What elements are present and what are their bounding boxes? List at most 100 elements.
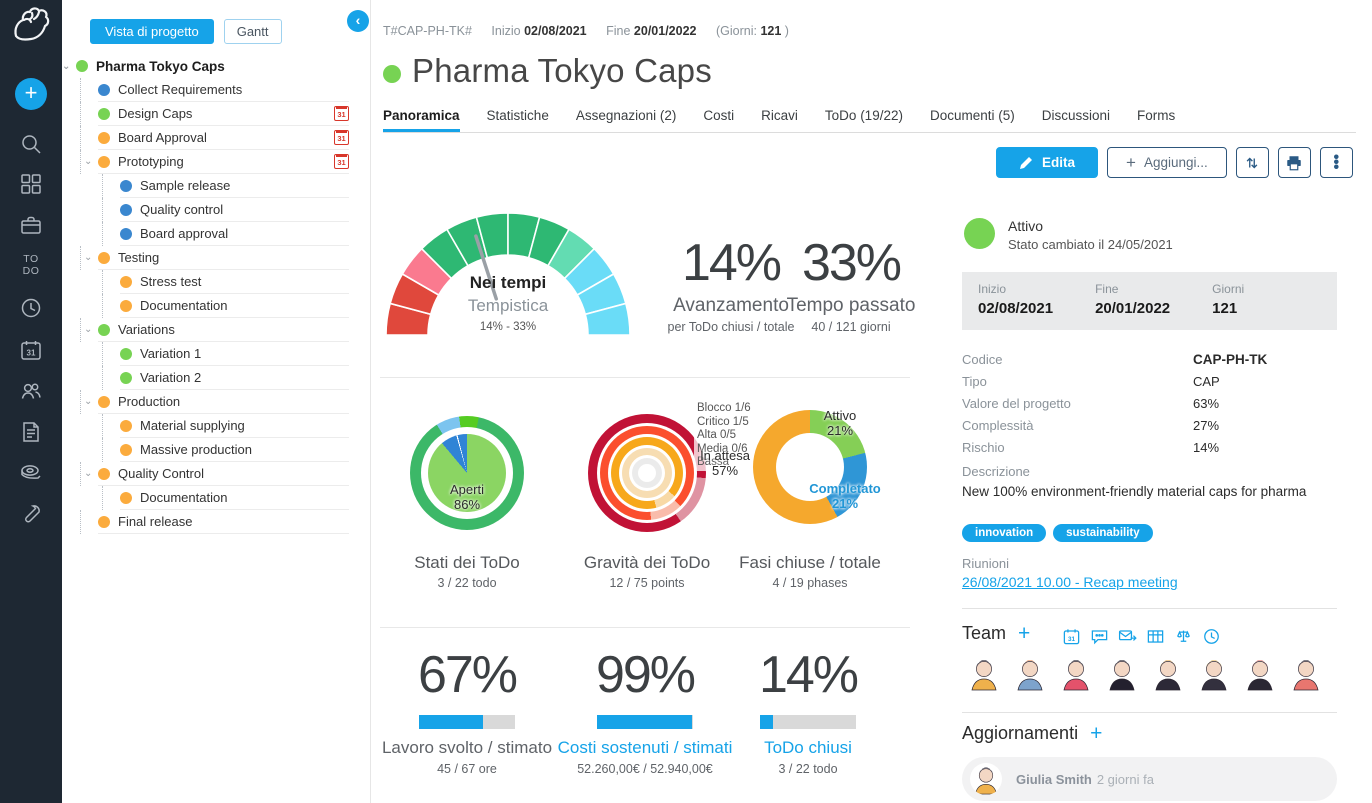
dashboard-icon[interactable] xyxy=(0,172,62,196)
tree-item-quality-control[interactable]: Quality control xyxy=(62,198,371,222)
chevron-down-icon[interactable]: ⌄ xyxy=(84,252,93,263)
tape-icon[interactable] xyxy=(0,461,62,485)
tab-costi[interactable]: Costi xyxy=(703,108,735,123)
days-prefix: (Giorni: xyxy=(715,24,757,38)
project-view-button[interactable]: Vista di progetto xyxy=(90,19,214,44)
tree-item-stress-test[interactable]: Stress test xyxy=(62,270,371,294)
tree-item-label: Variations xyxy=(118,322,175,337)
users-icon[interactable] xyxy=(0,379,62,403)
edit-button[interactable]: Edita xyxy=(996,147,1099,178)
tree-item-documentation[interactable]: Documentation xyxy=(62,294,371,318)
table-icon[interactable] xyxy=(1146,627,1165,651)
left-icon-rail: + TO DO 31 xyxy=(0,0,62,803)
team-member-avatar-2[interactable] xyxy=(1058,655,1094,691)
gauge-range: 14% - 33% xyxy=(479,321,537,333)
update-entry[interactable]: Giulia Smith 2 giorni fa xyxy=(962,757,1337,801)
tab-panoramica[interactable]: Panoramica xyxy=(383,100,460,132)
kebab-menu-icon: • • • xyxy=(1333,149,1340,176)
chevron-down-icon[interactable]: ⌄ xyxy=(62,60,71,72)
progress-bar xyxy=(760,715,856,729)
tab-statistiche[interactable]: Statistiche xyxy=(486,108,549,123)
plus-icon[interactable]: + xyxy=(0,78,62,110)
tree-item-label: Documentation xyxy=(140,298,228,313)
tree-item-board-approval[interactable]: Board Approval 31 xyxy=(62,126,371,150)
status-bullet xyxy=(98,467,110,480)
tree-item-sample-release[interactable]: Sample release xyxy=(62,174,371,198)
tree-item-production[interactable]: ⌄ Production xyxy=(62,390,371,414)
briefcase-icon[interactable] xyxy=(0,213,62,237)
tree-item-material-supplying[interactable]: Material supplying xyxy=(62,414,371,438)
chat-icon[interactable] xyxy=(1090,627,1109,651)
team-add-button[interactable]: + xyxy=(1018,622,1031,645)
more-options-button[interactable]: • • • xyxy=(1319,147,1353,178)
tab-ricavi[interactable]: Ricavi xyxy=(761,108,798,123)
team-member-avatar-5[interactable] xyxy=(1196,655,1232,691)
tree-item-collect-requirements[interactable]: Collect Requirements xyxy=(62,78,371,102)
collapse-panel-button[interactable]: ‹ xyxy=(347,10,369,32)
plus-icon: + xyxy=(1126,152,1136,172)
tab-discussioni[interactable]: Discussioni xyxy=(1041,108,1111,123)
document-icon[interactable] xyxy=(0,420,62,444)
calendar31-icon[interactable]: 31 xyxy=(0,338,62,362)
tree-item-pharma-tokyo-caps[interactable]: ⌄ Pharma Tokyo Caps xyxy=(62,54,371,78)
chevron-down-icon[interactable]: ⌄ xyxy=(84,156,93,167)
wrench-icon[interactable] xyxy=(0,502,62,526)
deadline-calendar-icon: 31 xyxy=(334,106,349,121)
tree-item-design-caps[interactable]: Design Caps 31 xyxy=(62,102,371,126)
chevron-down-icon[interactable]: ⌄ xyxy=(84,468,93,479)
status-bullet xyxy=(120,347,132,360)
clock-icon[interactable] xyxy=(0,296,62,320)
legend-item: Bassa xyxy=(697,456,729,468)
progress-bar xyxy=(419,715,515,729)
team-member-avatar-7[interactable] xyxy=(1288,655,1324,691)
todo-nav-item[interactable]: TO DO xyxy=(0,253,62,277)
team-member-avatar-1[interactable] xyxy=(1012,655,1048,691)
stat-label[interactable]: Costi sostenuti / stimati xyxy=(557,738,733,757)
meeting-link[interactable]: 26/08/2021 10.00 - Recap meeting xyxy=(962,574,1178,590)
print-button[interactable] xyxy=(1277,147,1311,178)
team-member-avatar-0[interactable] xyxy=(966,655,1002,691)
stat-sub: 3 / 22 todo xyxy=(778,762,838,776)
legend-item: Alta 0/5 xyxy=(697,429,736,441)
field-valore-del-progetto: Valore del progetto 63% xyxy=(962,395,1220,411)
chevron-down-icon[interactable]: ⌄ xyxy=(84,396,93,407)
team-member-avatar-6[interactable] xyxy=(1242,655,1278,691)
deadline-calendar-icon: 31 xyxy=(334,154,349,169)
tab-todo-19-22-[interactable]: ToDo (19/22) xyxy=(824,108,903,123)
tab-documenti-5-[interactable]: Documenti (5) xyxy=(929,108,1015,123)
chevron-down-icon[interactable]: ⌄ xyxy=(84,324,93,335)
tab-assegnazioni-2-[interactable]: Assegnazioni (2) xyxy=(575,108,677,123)
days-suffix: ) xyxy=(784,24,789,38)
tree-item-variation-2[interactable]: Variation 2 xyxy=(62,366,371,390)
tree-item-massive-production[interactable]: Massive production xyxy=(62,438,371,462)
updates-add-button[interactable]: + xyxy=(1090,722,1103,745)
team-member-avatar-3[interactable] xyxy=(1104,655,1140,691)
pie-center-label: Aperti xyxy=(450,482,484,497)
tag-sustainability[interactable]: sustainability xyxy=(1053,524,1153,542)
add-button[interactable]: + Aggiungi... xyxy=(1107,147,1227,178)
mail-forward-icon[interactable] xyxy=(1118,627,1137,651)
dates-summary-box: Inizio 02/08/2021 Fine 20/01/2022 Giorni 121 xyxy=(962,272,1337,330)
tree-item-board-approval[interactable]: Board approval xyxy=(62,222,371,246)
tree-item-variation-1[interactable]: Variation 1 xyxy=(62,342,371,366)
scales-icon[interactable] xyxy=(1174,627,1193,651)
tree-item-variations[interactable]: ⌄ Variations xyxy=(62,318,371,342)
tree-item-prototyping[interactable]: ⌄ Prototyping 31 xyxy=(62,150,371,174)
tree-item-documentation[interactable]: Documentation xyxy=(62,486,371,510)
chart-title: Stati dei ToDo xyxy=(414,553,520,572)
tree-item-label: Testing xyxy=(118,250,160,265)
stat-label[interactable]: ToDo chiusi xyxy=(764,738,852,757)
tree-item-final-release[interactable]: Final release xyxy=(62,510,371,534)
calendar31-icon[interactable]: 31 xyxy=(1062,627,1081,651)
tree-item-testing[interactable]: ⌄ Testing xyxy=(62,246,371,270)
twproject-logo-icon[interactable] xyxy=(10,6,52,50)
tree-item-quality-control[interactable]: ⌄ Quality Control xyxy=(62,462,371,486)
gantt-button[interactable]: Gantt xyxy=(223,19,282,44)
clock-icon[interactable] xyxy=(1202,627,1221,651)
sort-button[interactable] xyxy=(1235,147,1269,178)
team-member-avatar-4[interactable] xyxy=(1150,655,1186,691)
search-icon[interactable] xyxy=(0,132,62,156)
tab-forms[interactable]: Forms xyxy=(1137,108,1176,123)
tag-innovation[interactable]: innovation xyxy=(962,524,1047,542)
